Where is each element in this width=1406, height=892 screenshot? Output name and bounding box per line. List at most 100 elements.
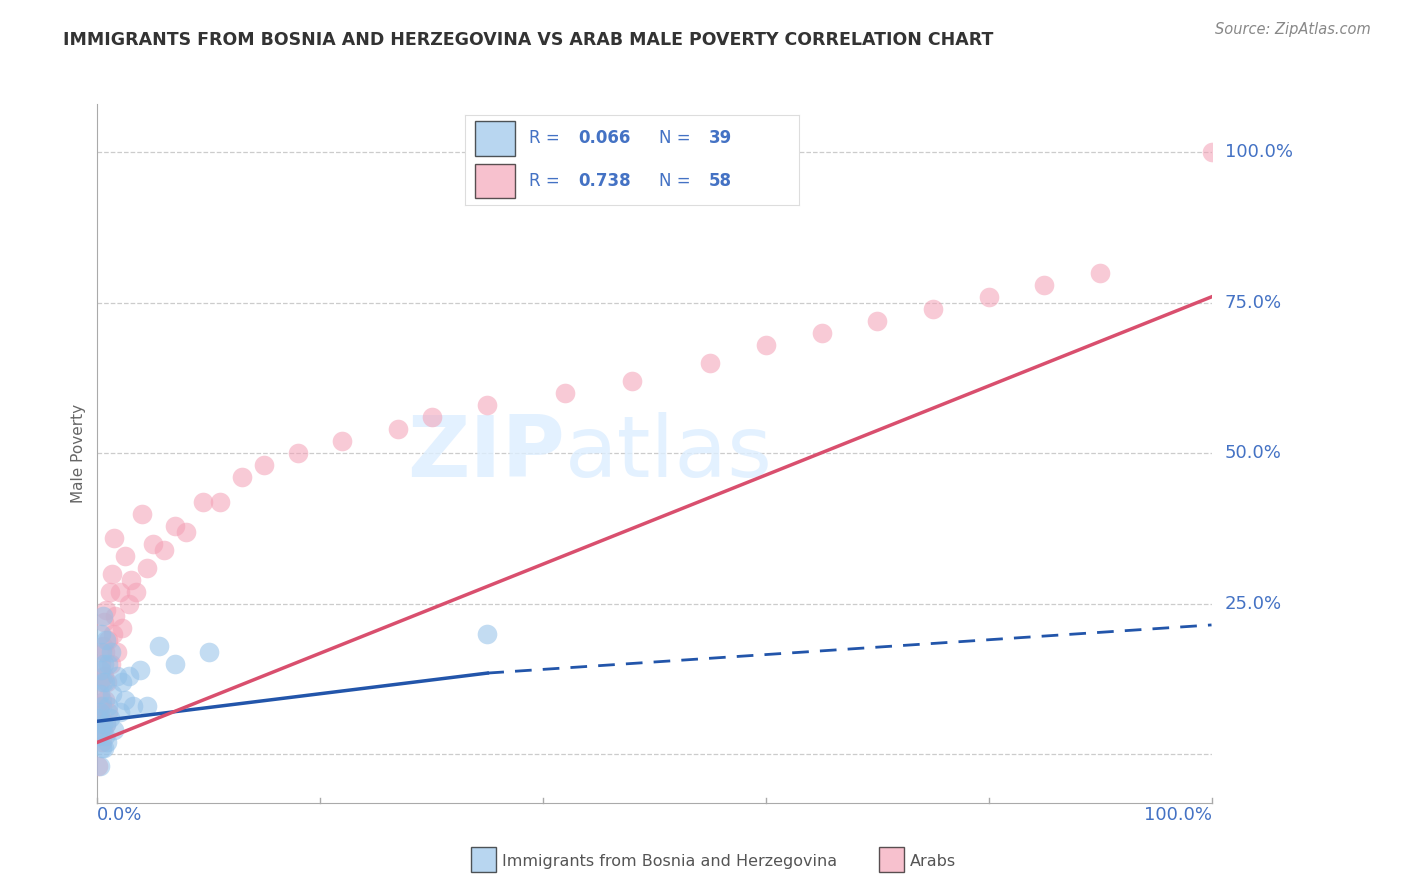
Point xyxy=(117,669,139,683)
Text: 25.0%: 25.0% xyxy=(1225,595,1282,613)
Point xyxy=(153,542,176,557)
Text: 100.0%: 100.0% xyxy=(1143,805,1212,823)
Point xyxy=(755,338,778,352)
Point xyxy=(94,693,117,707)
Point xyxy=(90,645,112,659)
Point xyxy=(108,705,131,719)
Point xyxy=(922,301,945,316)
Point xyxy=(103,723,125,738)
Point xyxy=(107,645,129,659)
Point xyxy=(1033,277,1056,292)
Point xyxy=(477,627,499,641)
Point xyxy=(332,434,354,449)
Text: IMMIGRANTS FROM BOSNIA AND HERZEGOVINA VS ARAB MALE POVERTY CORRELATION CHART: IMMIGRANTS FROM BOSNIA AND HERZEGOVINA V… xyxy=(63,31,994,49)
Point xyxy=(97,657,120,671)
Point xyxy=(977,290,1000,304)
Point xyxy=(100,645,122,659)
Point xyxy=(176,524,198,539)
Point xyxy=(120,573,142,587)
Point xyxy=(621,374,644,388)
Point xyxy=(93,669,115,683)
Text: 50.0%: 50.0% xyxy=(1225,444,1282,462)
Point xyxy=(90,627,112,641)
Point xyxy=(148,639,170,653)
Point xyxy=(97,705,120,719)
Point xyxy=(111,675,134,690)
Point xyxy=(108,584,131,599)
Point xyxy=(97,632,120,647)
Point xyxy=(90,663,112,677)
Point xyxy=(91,717,114,731)
Point xyxy=(193,494,215,508)
Point xyxy=(91,639,114,653)
Point xyxy=(91,723,114,738)
Point xyxy=(104,608,127,623)
Point xyxy=(477,398,499,412)
Point xyxy=(97,699,120,714)
Point xyxy=(89,675,111,690)
Point xyxy=(253,458,276,473)
Point xyxy=(89,759,111,773)
Point xyxy=(93,741,115,756)
Point xyxy=(90,699,112,714)
Point xyxy=(117,597,139,611)
Point xyxy=(90,711,112,725)
Point xyxy=(387,422,409,436)
Point xyxy=(90,657,112,671)
Point xyxy=(810,326,832,340)
Point xyxy=(142,536,165,550)
Point xyxy=(231,470,253,484)
Point xyxy=(114,549,136,563)
Point xyxy=(89,687,111,701)
Point xyxy=(197,645,219,659)
Point xyxy=(114,693,136,707)
Point xyxy=(96,603,118,617)
Text: atlas: atlas xyxy=(565,412,773,495)
Point xyxy=(87,729,110,743)
Point xyxy=(90,693,112,707)
Text: 75.0%: 75.0% xyxy=(1225,293,1282,312)
Point xyxy=(122,699,145,714)
Point xyxy=(699,356,721,370)
Point xyxy=(96,717,118,731)
Point xyxy=(131,507,153,521)
Point xyxy=(98,584,121,599)
Point xyxy=(90,723,112,738)
Point xyxy=(165,657,187,671)
Point xyxy=(94,645,117,659)
Point xyxy=(93,615,115,629)
Point xyxy=(91,675,114,690)
Point xyxy=(101,566,124,581)
Point xyxy=(87,717,110,731)
Point xyxy=(98,711,121,725)
Text: ZIP: ZIP xyxy=(408,412,565,495)
Point xyxy=(107,669,129,683)
Text: Immigrants from Bosnia and Herzegovina: Immigrants from Bosnia and Herzegovina xyxy=(502,855,837,869)
Text: 0.0%: 0.0% xyxy=(97,805,143,823)
Y-axis label: Male Poverty: Male Poverty xyxy=(72,404,86,503)
Point xyxy=(96,675,118,690)
Point xyxy=(866,314,889,328)
Point xyxy=(125,584,148,599)
Point xyxy=(420,410,443,425)
Text: Arabs: Arabs xyxy=(910,855,956,869)
Point xyxy=(96,632,118,647)
Point xyxy=(111,621,134,635)
Point xyxy=(96,717,118,731)
Point xyxy=(94,675,117,690)
Point xyxy=(128,663,150,677)
Point xyxy=(101,627,124,641)
Point xyxy=(89,699,111,714)
Point xyxy=(90,741,112,756)
Point xyxy=(136,560,159,574)
Point xyxy=(136,699,159,714)
Point xyxy=(287,446,309,460)
Point xyxy=(90,735,112,749)
Point xyxy=(208,494,231,508)
Text: 100.0%: 100.0% xyxy=(1225,144,1294,161)
Point xyxy=(165,518,187,533)
Point xyxy=(101,687,124,701)
Point xyxy=(87,711,110,725)
Point xyxy=(103,531,125,545)
Point xyxy=(554,386,576,401)
